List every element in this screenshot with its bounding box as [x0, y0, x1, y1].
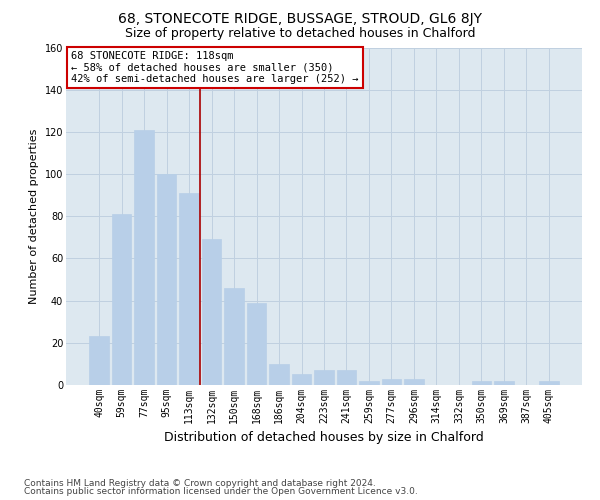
Text: Contains public sector information licensed under the Open Government Licence v3: Contains public sector information licen… — [24, 487, 418, 496]
X-axis label: Distribution of detached houses by size in Chalford: Distribution of detached houses by size … — [164, 432, 484, 444]
Text: 68 STONECOTE RIDGE: 118sqm
← 58% of detached houses are smaller (350)
42% of sem: 68 STONECOTE RIDGE: 118sqm ← 58% of deta… — [71, 51, 359, 84]
Bar — [112, 214, 131, 385]
Bar — [404, 378, 424, 385]
Bar — [292, 374, 311, 385]
Bar — [494, 381, 514, 385]
Bar — [179, 193, 199, 385]
Bar — [224, 288, 244, 385]
Bar — [247, 302, 266, 385]
Bar — [157, 174, 176, 385]
Bar — [314, 370, 334, 385]
Bar — [472, 381, 491, 385]
Text: Contains HM Land Registry data © Crown copyright and database right 2024.: Contains HM Land Registry data © Crown c… — [24, 478, 376, 488]
Bar — [337, 370, 356, 385]
Bar — [89, 336, 109, 385]
Text: 68, STONECOTE RIDGE, BUSSAGE, STROUD, GL6 8JY: 68, STONECOTE RIDGE, BUSSAGE, STROUD, GL… — [118, 12, 482, 26]
Bar — [202, 240, 221, 385]
Y-axis label: Number of detached properties: Number of detached properties — [29, 128, 39, 304]
Bar — [134, 130, 154, 385]
Bar — [382, 378, 401, 385]
Text: Size of property relative to detached houses in Chalford: Size of property relative to detached ho… — [125, 28, 475, 40]
Bar — [359, 381, 379, 385]
Bar — [539, 381, 559, 385]
Bar — [269, 364, 289, 385]
